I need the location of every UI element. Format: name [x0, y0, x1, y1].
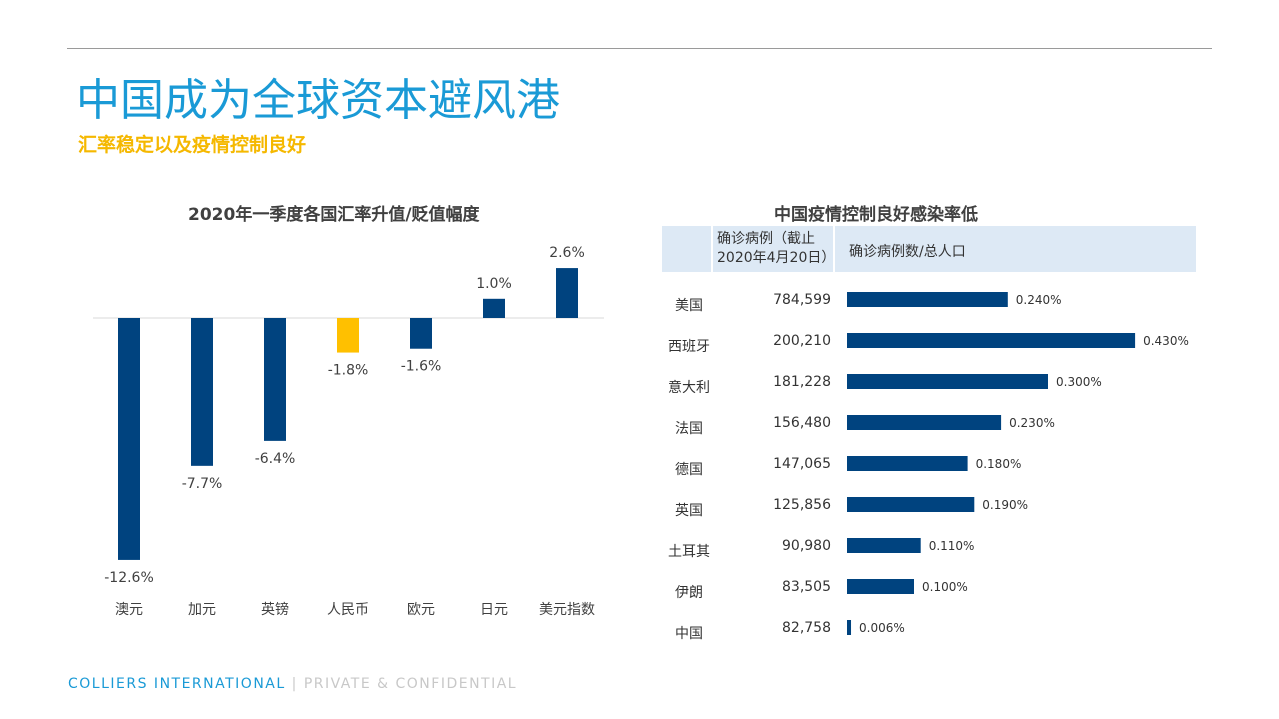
ratio-label: 0.100% — [922, 580, 968, 594]
ratio-bar-美国 — [847, 292, 1008, 307]
header-ratio: 确诊病例数/总人口 — [835, 226, 1196, 272]
right-chart-title: 中国疫情控制良好感染率低 — [774, 205, 978, 225]
ratio-bar-意大利 — [847, 374, 1048, 389]
data-label: -12.6% — [104, 570, 154, 586]
cases-value: 147,065 — [773, 456, 831, 472]
data-label: 1.0% — [476, 276, 512, 292]
top-divider — [67, 48, 1212, 49]
country-label: 伊朗 — [675, 585, 703, 601]
category-label: 澳元 — [115, 602, 143, 618]
ratio-bar-土耳其 — [847, 538, 921, 553]
data-label: -7.7% — [182, 476, 223, 492]
footer-separator: | — [291, 676, 298, 692]
data-label: -1.8% — [328, 363, 369, 379]
page-subtitle: 汇率稳定以及疫情控制良好 — [78, 134, 307, 156]
category-label: 英镑 — [261, 601, 289, 618]
cases-value: 156,480 — [773, 415, 831, 431]
cases-value: 200,210 — [773, 333, 831, 349]
data-label: -1.6% — [401, 359, 442, 375]
infection-chart: 美国 784,599 0.240% 西班牙 200,210 0.430% 意大利 181,22… — [668, 292, 1189, 642]
country-label: 土耳其 — [668, 544, 710, 560]
category-label: 美元指数 — [539, 602, 595, 618]
ratio-label: 0.110% — [929, 539, 975, 553]
ratio-bar-伊朗 — [847, 579, 914, 594]
country-label: 中国 — [675, 626, 703, 642]
category-label: 日元 — [480, 602, 508, 618]
header-cases: 确诊病例（截止2020年4月20日） — [713, 226, 835, 272]
cases-value: 90,980 — [782, 538, 831, 554]
country-label: 西班牙 — [668, 339, 710, 355]
footer-note: PRIVATE & CONFIDENTIAL — [303, 676, 518, 692]
country-label: 英国 — [675, 502, 703, 519]
ratio-label: 0.180% — [976, 457, 1022, 471]
cases-value: 181,228 — [773, 374, 831, 390]
data-label: -6.4% — [255, 451, 296, 467]
country-label: 美国 — [675, 298, 703, 314]
left-chart-title: 2020年一季度各国汇率升值/贬值幅度 — [188, 205, 480, 225]
bar-人民币 — [337, 318, 359, 353]
ratio-label: 0.430% — [1143, 334, 1189, 348]
ratio-bar-西班牙 — [847, 333, 1136, 348]
bar-美元指数 — [556, 268, 578, 318]
ratio-bar-法国 — [847, 415, 1002, 430]
fx-chart: -12.6% 澳元 -7.7% 加元 -6.4% 英镑 -1.8% 人民币 -1.6% 欧元 1.0… — [93, 245, 604, 618]
bar-英镑 — [264, 318, 286, 441]
ratio-label: 0.230% — [1009, 416, 1055, 430]
page-title: 中国成为全球资本避风港 — [76, 75, 560, 126]
bar-日元 — [483, 298, 505, 318]
bar-加元 — [191, 318, 213, 466]
footer-brand: COLLIERS INTERNATIONAL — [68, 676, 286, 692]
bar-澳元 — [118, 318, 140, 560]
category-label: 人民币 — [327, 602, 369, 618]
category-label: 加元 — [188, 602, 216, 618]
footer: COLLIERS INTERNATIONAL | PRIVATE & CONFI… — [68, 676, 517, 692]
header-blank-cell — [662, 226, 711, 272]
cases-value: 83,505 — [782, 579, 831, 595]
cases-value: 82,758 — [782, 620, 831, 636]
ratio-bar-英国 — [847, 497, 975, 512]
cases-value: 784,599 — [773, 292, 831, 308]
ratio-label: 0.300% — [1056, 375, 1102, 389]
ratio-bar-中国 — [847, 620, 852, 635]
category-label: 欧元 — [407, 602, 435, 618]
cases-value: 125,856 — [773, 497, 831, 513]
data-label: 2.6% — [549, 245, 585, 261]
bar-欧元 — [410, 318, 432, 349]
ratio-label: 0.190% — [982, 498, 1028, 512]
ratio-bar-德国 — [847, 456, 968, 471]
country-label: 意大利 — [668, 379, 710, 396]
ratio-label: 0.240% — [1016, 293, 1062, 307]
country-label: 法国 — [675, 421, 703, 437]
country-label: 德国 — [675, 462, 703, 478]
ratio-label: 0.006% — [859, 621, 905, 635]
